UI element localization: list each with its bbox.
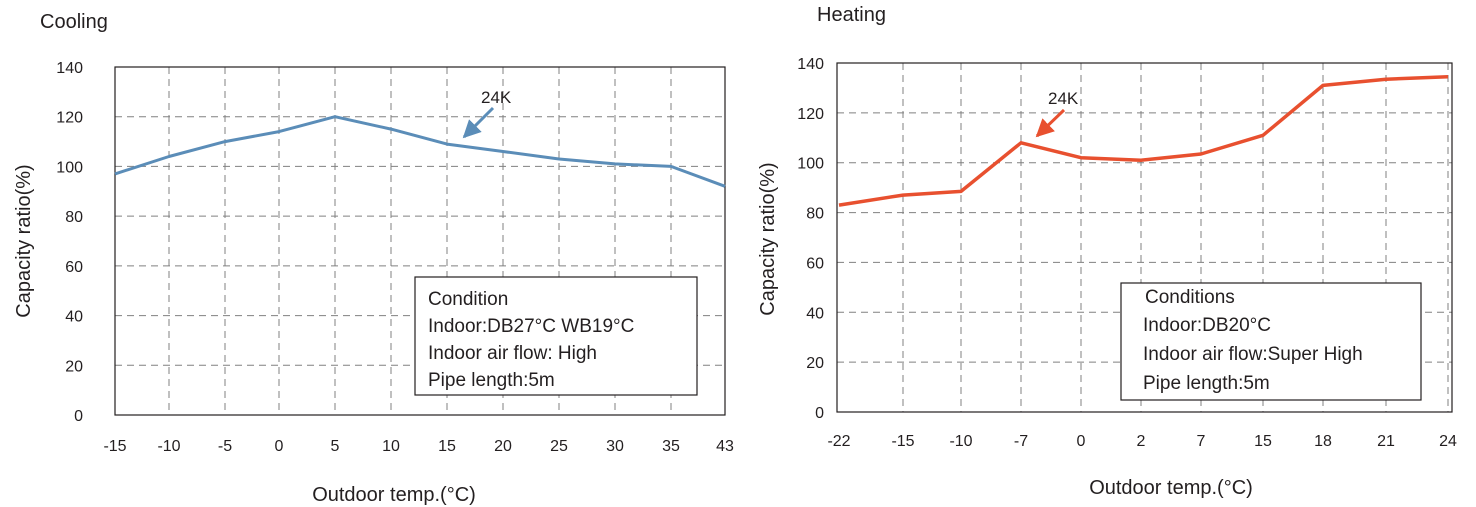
cooling-x-tick-label: -15 (103, 438, 126, 455)
cooling-x-tick-label: 5 (331, 438, 340, 455)
cooling-condition-line-1: Condition (428, 289, 508, 310)
cooling-24k-arrow (462, 106, 495, 139)
heating-x-ticks: -22 -15 -10 -7 0 2 7 15 18 21 24 (827, 433, 1457, 450)
cooling-x-tick-label: 35 (662, 438, 680, 455)
cooling-x-tick-label: 15 (438, 438, 456, 455)
cooling-y-ticks: 0 20 40 60 80 100 120 140 (56, 60, 83, 425)
heating-x-tick-label: -7 (1014, 433, 1028, 450)
heating-condition-line-4: Pipe length:5m (1143, 373, 1270, 394)
cooling-title: Cooling (40, 11, 108, 33)
cooling-y-tick-label: 140 (56, 60, 83, 77)
heating-y-tick-label: 140 (797, 56, 824, 73)
cooling-chart: Cooling 0 20 40 60 80 100 120 140 -15 -10 -5 0 5 10 1… (13, 11, 734, 506)
heating-y-tick-label: 0 (815, 405, 824, 422)
heating-x-tick-label: 24 (1439, 433, 1457, 450)
cooling-plot-frame (114, 66, 726, 416)
cooling-24k-label: 24K (481, 88, 512, 107)
cooling-y-tick-label: 20 (65, 358, 83, 375)
heating-condition-box (1120, 282, 1422, 401)
heating-plot-frame (836, 62, 1453, 413)
heating-y-tick-label: 40 (806, 305, 824, 322)
heating-x-tick-label: -15 (891, 433, 914, 450)
cooling-x-tick-label: 30 (606, 438, 624, 455)
heating-y-tick-label: 120 (797, 106, 824, 123)
cooling-x-axis-label: Outdoor temp.(°C) (312, 484, 476, 506)
heating-y-tick-label: 60 (806, 255, 824, 272)
cooling-y-tick-label: 60 (65, 259, 83, 276)
heating-x-tick-label: 7 (1197, 433, 1206, 450)
cooling-x-tick-label: 20 (494, 438, 512, 455)
heating-24k-label: 24K (1048, 89, 1079, 108)
cooling-y-tick-label: 100 (56, 159, 83, 176)
cooling-condition-box (414, 276, 698, 396)
cooling-condition-line-3: Indoor air flow: High (428, 343, 597, 364)
heating-condition-line-1: Conditions (1145, 287, 1235, 308)
cooling-x-tick-label: 43 (716, 438, 734, 455)
cooling-condition-line-4: Pipe length:5m (428, 370, 555, 391)
cooling-y-tick-label: 0 (74, 408, 83, 425)
cooling-y-tick-label: 120 (56, 110, 83, 127)
cooling-condition-line-2: Indoor:DB27°C WB19°C (428, 316, 634, 337)
heating-x-tick-label: -22 (827, 433, 850, 450)
heating-y-tick-label: 20 (806, 355, 824, 372)
heating-x-tick-label: 2 (1137, 433, 1146, 450)
heating-y-ticks: 0 20 40 60 80 100 120 140 (797, 56, 824, 422)
cooling-x-tick-label: 25 (550, 438, 568, 455)
heating-y-axis-label: Capacity ratio(%) (757, 162, 779, 315)
heating-title: Heating (817, 4, 886, 26)
heating-y-tick-label: 100 (797, 156, 824, 173)
heating-x-tick-label: -10 (949, 433, 972, 450)
heating-condition-line-2: Indoor:DB20°C (1143, 315, 1271, 336)
heating-x-tick-label: 21 (1377, 433, 1395, 450)
heating-condition-line-3: Indoor air flow:Super High (1143, 344, 1363, 365)
heating-y-tick-label: 80 (806, 206, 824, 223)
heating-x-axis-label: Outdoor temp.(°C) (1089, 477, 1253, 499)
heating-24k-arrow (1035, 108, 1066, 138)
cooling-x-tick-label: 10 (382, 438, 400, 455)
cooling-x-tick-label: 0 (275, 438, 284, 455)
heating-x-tick-label: 0 (1077, 433, 1086, 450)
heating-x-tick-label: 15 (1254, 433, 1272, 450)
cooling-y-axis-label: Capacity ratio(%) (13, 164, 35, 317)
heating-series-line (838, 74, 1449, 207)
heating-x-tick-label: 18 (1314, 433, 1332, 450)
cooling-x-tick-label: -5 (218, 438, 232, 455)
cooling-y-tick-label: 80 (65, 209, 83, 226)
cooling-x-tick-label: -10 (157, 438, 180, 455)
cooling-y-tick-label: 40 (65, 309, 83, 326)
cooling-x-ticks: -15 -10 -5 0 5 10 15 20 25 30 35 43 (103, 438, 734, 455)
cooling-series-line (114, 115, 726, 188)
heating-chart: Heating 0 20 40 60 80 100 120 140 -22 -15 -10 -7 0 2… (757, 4, 1457, 499)
